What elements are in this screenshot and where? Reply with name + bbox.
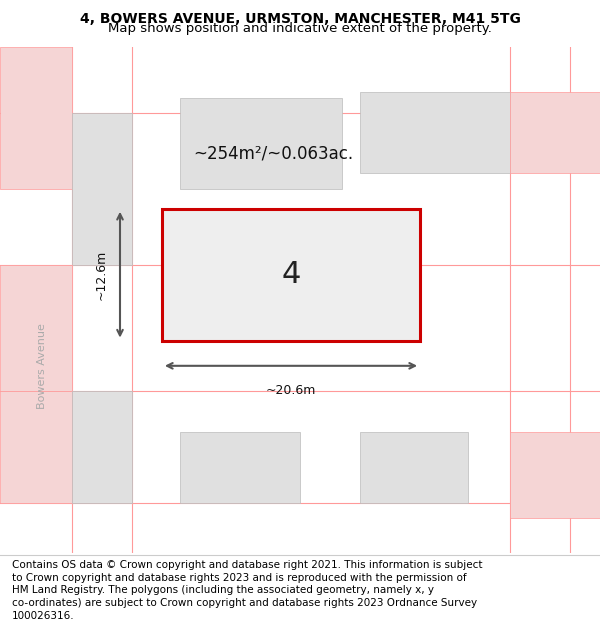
Text: to Crown copyright and database rights 2023 and is reproduced with the permissio: to Crown copyright and database rights 2… — [12, 573, 467, 583]
Text: co-ordinates) are subject to Crown copyright and database rights 2023 Ordnance S: co-ordinates) are subject to Crown copyr… — [12, 598, 477, 608]
Text: 4, BOWERS AVENUE, URMSTON, MANCHESTER, M41 5TG: 4, BOWERS AVENUE, URMSTON, MANCHESTER, M… — [80, 12, 520, 26]
Bar — [72, 112, 132, 264]
Text: ~12.6m: ~12.6m — [95, 249, 108, 300]
Bar — [0, 391, 72, 502]
Bar — [360, 432, 468, 502]
Bar — [180, 432, 300, 502]
Bar — [360, 92, 510, 173]
Text: Contains OS data © Crown copyright and database right 2021. This information is : Contains OS data © Crown copyright and d… — [12, 560, 482, 570]
Bar — [510, 432, 600, 518]
Bar — [0, 264, 72, 391]
Bar — [162, 209, 420, 341]
Text: 4: 4 — [281, 260, 301, 289]
Bar — [72, 391, 132, 502]
Text: ~254m²/~0.063ac.: ~254m²/~0.063ac. — [193, 144, 353, 162]
Text: HM Land Registry. The polygons (including the associated geometry, namely x, y: HM Land Registry. The polygons (includin… — [12, 586, 434, 596]
Text: Bowers Avenue: Bowers Avenue — [37, 323, 47, 409]
Text: 100026316.: 100026316. — [12, 611, 74, 621]
Bar — [510, 92, 600, 173]
Bar — [180, 98, 342, 189]
Text: ~20.6m: ~20.6m — [266, 384, 316, 396]
Bar — [0, 47, 72, 189]
Text: Map shows position and indicative extent of the property.: Map shows position and indicative extent… — [108, 22, 492, 35]
